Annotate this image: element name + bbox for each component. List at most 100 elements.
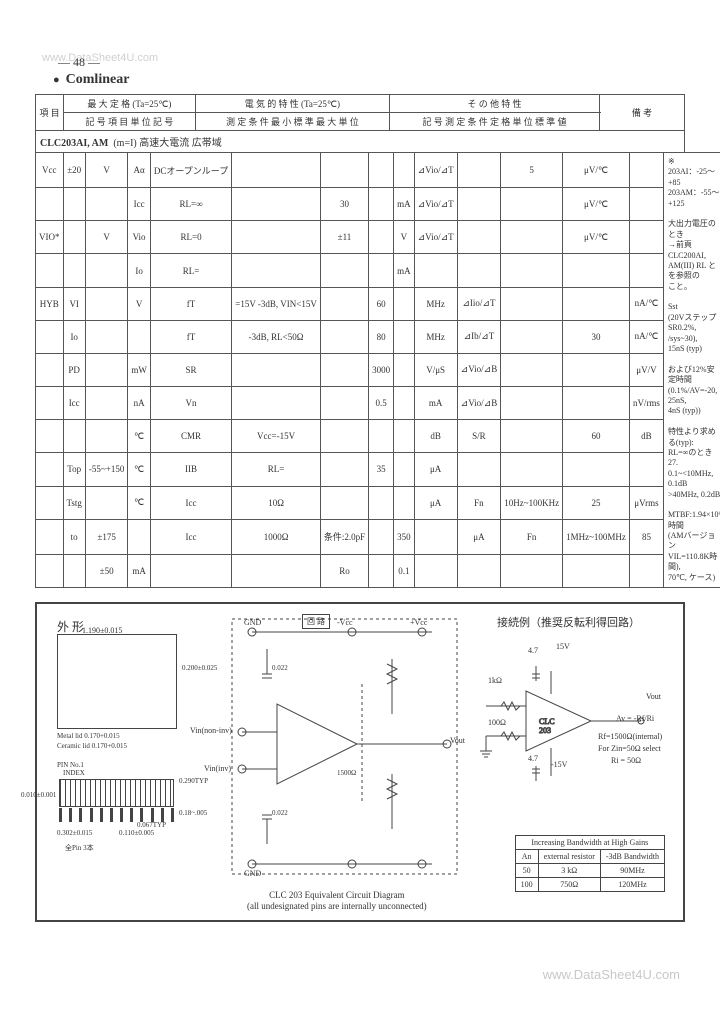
spec-cell <box>320 287 368 320</box>
spec-cell: nA <box>128 387 151 420</box>
spec-cell <box>232 221 321 254</box>
hdr-r2b: 測 定 条 件 最 小 標 準 最 大 単 位 <box>195 113 389 131</box>
lbl-gnd1: GND <box>244 618 261 627</box>
spec-cell <box>36 353 64 386</box>
example-area: 接続例（推奨反転利得回路） CLC 203 <box>466 614 671 904</box>
spec-cell <box>501 353 563 386</box>
spec-cell <box>563 554 630 587</box>
spec-cell <box>629 221 663 254</box>
spec-cell: mA <box>394 254 415 287</box>
spec-cell <box>501 554 563 587</box>
spec-cell <box>232 153 321 188</box>
bw-r1-1: 3 kΩ <box>538 864 600 878</box>
spec-cell: -55~+150 <box>85 453 127 486</box>
spec-cell <box>232 387 321 420</box>
spec-cell: Icc <box>150 519 231 554</box>
notes-cell: ※203AI：-25～+85203AM：-55～+125大出力電圧のとき→前頁 … <box>663 153 720 588</box>
example-title: 接続例（推奨反転利得回路） <box>466 614 671 630</box>
spec-cell: MHz <box>414 320 457 353</box>
spec-cell: 25 <box>563 486 630 519</box>
spec-cell <box>232 554 321 587</box>
brand-title: Comlinear <box>53 72 685 88</box>
circuit-svg <box>222 614 472 884</box>
spec-cell <box>36 254 64 287</box>
spec-cell <box>36 188 64 221</box>
spec-cell: μA <box>414 486 457 519</box>
spec-cell: 1000Ω <box>232 519 321 554</box>
spec-cell: ⊿Vio/⊿T <box>414 153 457 188</box>
dip-package: PIN No.1 INDEX 0.290TYP 0.010±0.001 0.30… <box>59 779 174 822</box>
r2: 1kΩ <box>488 676 502 685</box>
page-number: — 48 — <box>58 55 100 70</box>
spec-cell: Aα <box>128 153 151 188</box>
spec-cell: ±11 <box>320 221 368 254</box>
spec-cell: μVrms <box>629 486 663 519</box>
spec-cell <box>36 387 64 420</box>
spec-cell: V <box>85 153 127 188</box>
spec-cell: V/μS <box>414 353 457 386</box>
spec-cell <box>394 420 415 453</box>
lbl-vee: -Vcc <box>337 618 353 627</box>
spec-cell <box>128 519 151 554</box>
vout-ex: Vout <box>646 692 661 701</box>
spec-cell: Ro <box>320 554 368 587</box>
spec-cell <box>369 420 394 453</box>
hdr-itemlabel: 項 目 <box>36 95 64 131</box>
spec-cell <box>85 320 127 353</box>
spec-cell <box>63 420 85 453</box>
spec-cell: 0.5 <box>369 387 394 420</box>
spec-row: IccRL=∞30mA⊿Vio/⊿TμV/℃ <box>36 188 720 221</box>
spec-cell <box>629 153 663 188</box>
spec-cell: 30 <box>563 320 630 353</box>
spec-cell: ⊿Iio/⊿T <box>457 287 501 320</box>
spec-cell <box>457 153 501 188</box>
spec-cell: μA <box>414 453 457 486</box>
spec-cell <box>394 153 415 188</box>
spec-cell: Vn <box>150 387 231 420</box>
spec-cell: IIB <box>150 453 231 486</box>
header-table: 項 目 最 大 定 格 (Ta=25℃) 電 気 的 特 性 (Ta=25℃) … <box>35 94 685 153</box>
spec-cell: SR <box>150 353 231 386</box>
spec-cell: μA <box>457 519 501 554</box>
spec-cell <box>501 420 563 453</box>
spec-cell <box>85 254 127 287</box>
spec-cell <box>36 320 64 353</box>
spec-cell <box>394 387 415 420</box>
dim-side: 0.200±0.025 <box>182 664 217 672</box>
spec-cell <box>85 486 127 519</box>
spec-cell <box>320 320 368 353</box>
spec-cell: CMR <box>150 420 231 453</box>
spec-cell: 60 <box>563 420 630 453</box>
spec-cell <box>394 486 415 519</box>
spec-cell: μV/V <box>629 353 663 386</box>
spec-cell: VI <box>63 287 85 320</box>
spec-cell: 35 <box>369 453 394 486</box>
spec-cell: mA <box>414 387 457 420</box>
spec-cell <box>501 387 563 420</box>
spec-cell <box>501 287 563 320</box>
spec-cell <box>457 221 501 254</box>
dip-pins <box>59 808 174 822</box>
spec-row: HYBVIVfT=15V -3dB, VIN<15V60MHz⊿Iio/⊿TnA… <box>36 287 720 320</box>
spec-cell <box>320 420 368 453</box>
index-label: INDEX <box>63 769 85 777</box>
spec-cell: 10Ω <box>232 486 321 519</box>
bw-h1: external resistor <box>538 850 600 864</box>
spec-cell <box>36 519 64 554</box>
spec-cell <box>457 254 501 287</box>
spec-cell: Io <box>63 320 85 353</box>
spec-cell <box>369 188 394 221</box>
spec-cell: PD <box>63 353 85 386</box>
spec-cell: Icc <box>128 188 151 221</box>
pin1-label: PIN No.1 <box>57 761 84 769</box>
spec-cell <box>414 519 457 554</box>
spec-cell: dB <box>629 420 663 453</box>
spec-cell <box>394 353 415 386</box>
note1: Rf=1500Ω(internal) <box>598 732 662 741</box>
v15n: -15V <box>551 760 567 769</box>
spec-row: IofT-3dB, RL<50Ω80MHz⊿Ib/⊿T30nA/℃ <box>36 320 720 353</box>
pin-len: 0.18~.005 <box>179 809 207 817</box>
spec-cell <box>320 353 368 386</box>
spec-cell: ℃ <box>128 453 151 486</box>
spec-cell <box>629 453 663 486</box>
